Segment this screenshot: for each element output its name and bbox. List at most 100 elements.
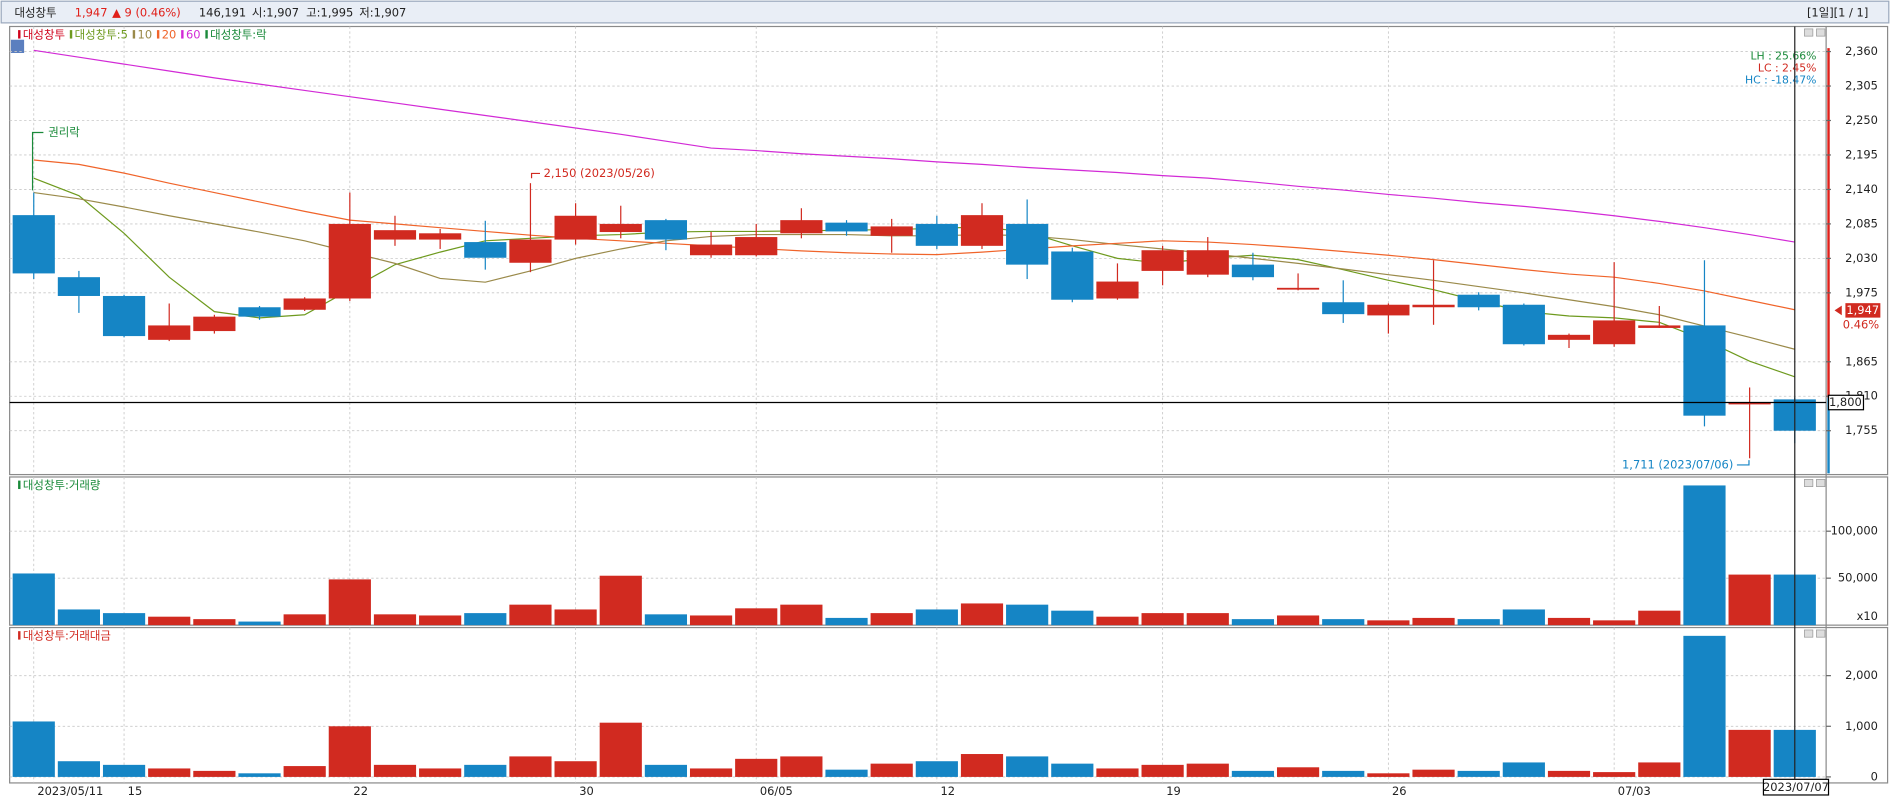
bar <box>1683 485 1726 626</box>
y-tick-label: 1,000 <box>1845 719 1878 733</box>
bar <box>148 768 191 777</box>
candle-body <box>1276 287 1320 290</box>
bar <box>1593 620 1636 626</box>
candle-body <box>148 325 191 340</box>
bar <box>1638 610 1681 626</box>
bar <box>780 604 823 626</box>
bar <box>1412 769 1455 777</box>
candle-body <box>599 223 642 233</box>
bar <box>689 615 733 626</box>
cursor-date: 2023/07/07 <box>1763 780 1829 794</box>
bar <box>825 617 868 626</box>
x-tick-label: 22 <box>353 784 368 798</box>
moving-average-line <box>33 49 1795 243</box>
candle-body <box>1051 251 1094 300</box>
bar <box>509 604 552 626</box>
panel-title: 대성창투:거래량 <box>23 478 101 492</box>
candle-body <box>1367 304 1410 316</box>
bar <box>960 754 1004 777</box>
moving-average-line <box>33 191 1795 350</box>
candle-body <box>644 220 688 240</box>
bar <box>464 613 507 626</box>
candle-body <box>193 316 236 332</box>
legend-entry: 10 <box>138 27 153 41</box>
volume: 146,191 <box>199 6 246 20</box>
bar <box>554 761 597 777</box>
bar <box>1728 729 1771 777</box>
candle-body <box>780 220 823 234</box>
h-line-label: 1,800 <box>1829 395 1862 409</box>
y-tick-label: 2,250 <box>1845 113 1878 127</box>
bar <box>1593 772 1636 777</box>
annotation-line <box>1736 460 1750 466</box>
candle-body <box>689 244 733 256</box>
candle-body <box>554 215 597 240</box>
bar <box>283 614 326 626</box>
x-tick-label: 30 <box>579 784 594 798</box>
bar <box>148 616 191 626</box>
annotation: 1,711 (2023/07/06) <box>1622 457 1733 471</box>
bar <box>599 575 642 626</box>
y-tick-label: 2,195 <box>1845 147 1878 161</box>
bar <box>1141 613 1184 626</box>
bar <box>735 758 778 777</box>
candle-body <box>373 230 417 240</box>
bar <box>1457 770 1500 777</box>
bar <box>1547 617 1591 626</box>
candle-body <box>1186 250 1229 275</box>
bar <box>193 619 236 626</box>
candle-body <box>283 298 326 310</box>
x-tick-label: 15 <box>128 784 143 798</box>
candle-body <box>870 226 913 236</box>
nav[interactable]: [1일][1 / 1] <box>1807 6 1868 20</box>
legend-entry: 20 <box>162 27 177 41</box>
annotation-line <box>31 131 44 191</box>
legend-swatch <box>181 30 184 39</box>
candle-body <box>960 215 1004 246</box>
bar <box>1728 574 1771 626</box>
bar <box>1051 763 1094 777</box>
panel-buttons[interactable] <box>1804 28 1826 638</box>
bar <box>1096 616 1139 626</box>
candle-body <box>1683 325 1726 416</box>
candle-body <box>1593 320 1636 345</box>
candle-body <box>1457 294 1500 308</box>
stock-name: 대성창투 <box>14 6 56 20</box>
x-tick-label: 06/05 <box>760 784 793 798</box>
legend-swatch <box>18 480 21 490</box>
candle-body <box>1547 334 1591 340</box>
candle-body <box>1728 402 1771 405</box>
price: 1,947 <box>75 6 108 20</box>
legend-swatch <box>205 30 208 39</box>
y-tick-label: 2,360 <box>1845 44 1878 58</box>
bar <box>1367 620 1410 626</box>
x-tick-label: 26 <box>1392 784 1407 798</box>
legend-swatch <box>18 631 21 640</box>
legend-title: 대성창투 <box>23 27 65 41</box>
x-tick-label: 2023/05/11 <box>37 784 103 798</box>
candle-body <box>1006 223 1049 265</box>
x-tick-label: 19 <box>1166 784 1181 798</box>
bar <box>915 609 958 626</box>
legend-entry: 60 <box>186 27 201 41</box>
bar <box>1276 767 1320 777</box>
bar <box>1006 756 1049 777</box>
bar <box>373 614 417 626</box>
bar <box>554 609 597 626</box>
candle-body <box>915 223 958 246</box>
bar <box>644 614 688 626</box>
candle-body <box>825 222 868 232</box>
bar <box>12 721 55 777</box>
option-icon[interactable] <box>10 39 25 53</box>
y-tick-label: 1,865 <box>1845 354 1878 368</box>
bar <box>870 613 913 626</box>
low: 저:1,907 <box>359 6 406 20</box>
bar <box>735 608 778 626</box>
price-tag <box>1827 394 1865 411</box>
moving-average-line <box>33 159 1795 311</box>
candle-body <box>1638 325 1681 328</box>
candle-body <box>1412 304 1455 308</box>
candle-body <box>238 307 281 317</box>
